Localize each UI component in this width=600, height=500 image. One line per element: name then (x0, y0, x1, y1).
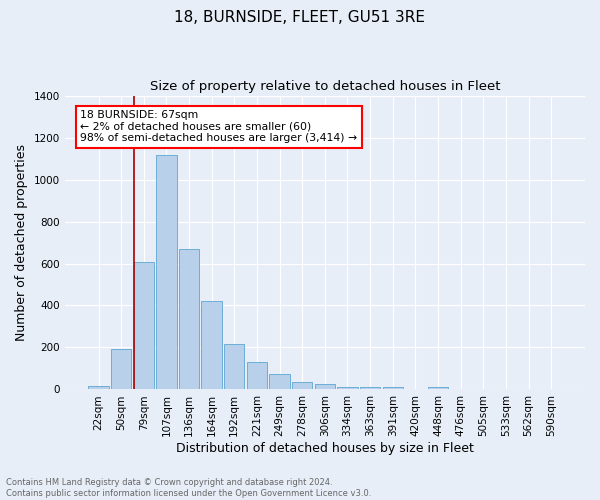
Bar (247, 362, 267, 390)
Bar (134, 262, 154, 390)
Bar (224, 344, 244, 390)
Bar (360, 388, 380, 390)
X-axis label: Distribution of detached houses by size in Fleet: Distribution of detached houses by size … (176, 442, 474, 455)
Bar (179, 249, 199, 390)
Bar (269, 374, 290, 390)
Bar (292, 382, 313, 390)
Text: 18 BURNSIDE: 67sqm
← 2% of detached houses are smaller (60)
98% of semi-detached: 18 BURNSIDE: 67sqm ← 2% of detached hous… (80, 110, 358, 144)
Bar (111, 349, 131, 390)
Bar (202, 302, 222, 390)
Bar (383, 387, 403, 390)
Bar (314, 384, 335, 390)
Y-axis label: Number of detached properties: Number of detached properties (15, 144, 28, 341)
Title: Size of property relative to detached houses in Fleet: Size of property relative to detached ho… (149, 80, 500, 93)
Text: 18, BURNSIDE, FLEET, GU51 3RE: 18, BURNSIDE, FLEET, GU51 3RE (175, 10, 425, 25)
Bar (337, 386, 358, 390)
Bar (428, 387, 448, 390)
Text: Contains HM Land Registry data © Crown copyright and database right 2024.
Contai: Contains HM Land Registry data © Crown c… (6, 478, 371, 498)
Bar (156, 155, 176, 390)
Bar (88, 386, 109, 390)
